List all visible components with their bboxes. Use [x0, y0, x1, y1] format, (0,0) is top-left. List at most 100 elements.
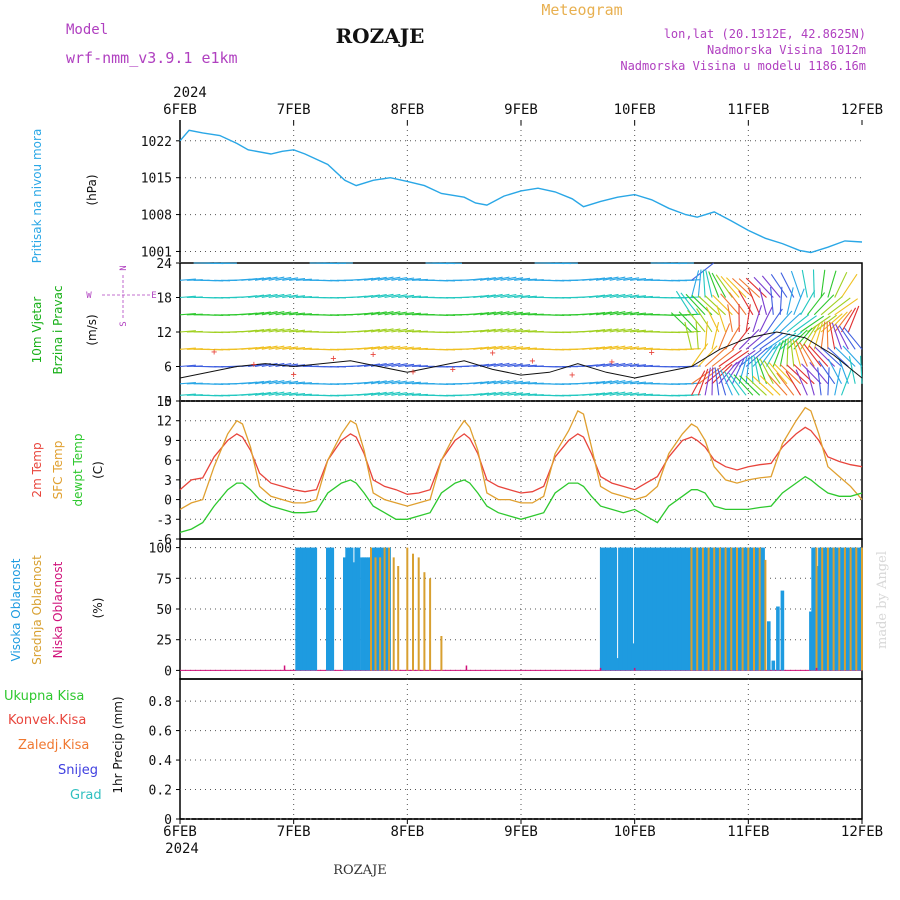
- wind-arrow: [364, 294, 380, 299]
- y-tick-label: -6: [156, 533, 172, 548]
- cloud-bar: [618, 547, 622, 671]
- wind-arrow: [616, 276, 633, 281]
- wind-arrow: [398, 311, 415, 316]
- wind-arrow: [806, 292, 826, 316]
- wind-arrow: [732, 277, 754, 298]
- cloud-bar: [734, 547, 738, 671]
- wind-arrow: [714, 367, 720, 396]
- temp-ylabel-2m: 2m Temp: [30, 442, 44, 497]
- wind-arrow: [486, 293, 503, 299]
- wind-arrow: [630, 346, 647, 350]
- wind-arrow: [261, 293, 278, 299]
- wind-arrow: [841, 273, 858, 298]
- cloud-bar: [611, 547, 615, 671]
- compass-rose: N W E S: [86, 265, 156, 326]
- wind-arrow: [711, 363, 733, 385]
- wind-arrow: [507, 363, 524, 368]
- wind-arrow: [486, 328, 503, 333]
- cloud-bar: [392, 557, 395, 671]
- wind-arrow: [738, 290, 754, 316]
- cloud-bar: [380, 547, 385, 671]
- wind-arrow: [691, 370, 706, 396]
- wind-arrow: [820, 347, 842, 367]
- wind-arrow: [500, 345, 517, 350]
- cloud-bar: [711, 547, 715, 671]
- wind-arrow: [480, 328, 496, 333]
- wind-arrow: [473, 312, 490, 316]
- wind-arrow: [725, 350, 750, 367]
- y-tick-label: 0.4: [149, 754, 173, 769]
- legend-konvek-kisa: Konvek.Kisa: [8, 713, 86, 728]
- wind-arrow: [727, 304, 733, 333]
- wind-arrow: [357, 381, 374, 385]
- wind-arrow: [179, 364, 196, 368]
- wind-arrow: [792, 339, 802, 367]
- cloud-bar: [297, 547, 302, 671]
- wind-arrow: [275, 380, 292, 385]
- wind-arrow: [405, 295, 422, 299]
- wind-arrow: [480, 276, 496, 281]
- wind-arrow: [772, 340, 784, 367]
- cloud-bar: [764, 559, 767, 671]
- wind-arrow: [377, 380, 394, 385]
- wind-arrow: [720, 369, 733, 396]
- y-tick-label: 0: [164, 664, 172, 679]
- cloud-bar: [654, 547, 659, 671]
- wind-gust-marker: +: [410, 367, 416, 378]
- wind-arrow: [616, 328, 633, 333]
- wind-arrow: [289, 329, 306, 333]
- wind-arrow: [790, 338, 795, 367]
- wind-arrow: [493, 391, 510, 396]
- bottom-tick-label: 9FEB: [504, 824, 538, 840]
- cloud-bar: [852, 547, 856, 671]
- wind-arrow: [684, 321, 693, 350]
- y-tick-label: 0: [164, 395, 172, 410]
- wind-arrow: [248, 346, 265, 350]
- cloud-bar: [627, 547, 631, 671]
- cloud-bar: [326, 547, 330, 671]
- cloud-bar: [720, 547, 724, 671]
- y-tick-label: 1001: [141, 245, 172, 260]
- wind-arrow: [370, 293, 387, 299]
- wind-arrow: [248, 329, 265, 333]
- wind-arrow: [486, 380, 503, 385]
- cloud-bar: [809, 611, 813, 671]
- wind-arrow: [731, 326, 751, 350]
- cloud-bar: [709, 547, 713, 671]
- pressure-series-line: [179, 129, 863, 254]
- wind-gust-marker: +: [649, 348, 655, 359]
- cloud-bar: [299, 547, 304, 671]
- wind-arrow: [691, 262, 714, 281]
- wind-arrow: [248, 392, 265, 396]
- wind-arrow: [704, 321, 708, 350]
- wind-arrow: [398, 277, 415, 281]
- wind-arrow: [493, 311, 510, 316]
- wind-arrow: [602, 276, 619, 281]
- wind-arrow: [759, 332, 784, 350]
- wind-arrow: [602, 391, 619, 396]
- cloud-bar: [822, 547, 827, 671]
- y-tick-label: 1015: [141, 172, 172, 187]
- wind-arrow: [696, 308, 713, 333]
- wind-arrow: [357, 346, 374, 350]
- wind-arrow: [275, 345, 292, 350]
- cloud-bar: [811, 547, 815, 671]
- bottom-tick-label: 7FEB: [277, 824, 311, 840]
- wind-arrow: [486, 311, 503, 316]
- model-name: wrf-nmm_v3.9.1 e1km: [66, 49, 238, 67]
- wind-arrow: [391, 276, 408, 281]
- wind-arrow: [595, 380, 612, 385]
- wind-arrow: [405, 329, 422, 333]
- wind-arrow: [820, 313, 843, 333]
- wind-arrow: [842, 345, 863, 367]
- wind-arrow: [609, 345, 626, 350]
- wind-arrow: [357, 392, 374, 396]
- wind-arrow: [589, 380, 606, 385]
- wind-arrow: [248, 277, 265, 281]
- cloud-bar: [859, 547, 863, 671]
- top-tick-label: 9FEB: [504, 102, 538, 118]
- y-tick-label: 6: [164, 454, 172, 469]
- cloud-bar: [696, 547, 699, 671]
- wind-arrow: [595, 328, 612, 333]
- wind-arrow: [589, 329, 606, 333]
